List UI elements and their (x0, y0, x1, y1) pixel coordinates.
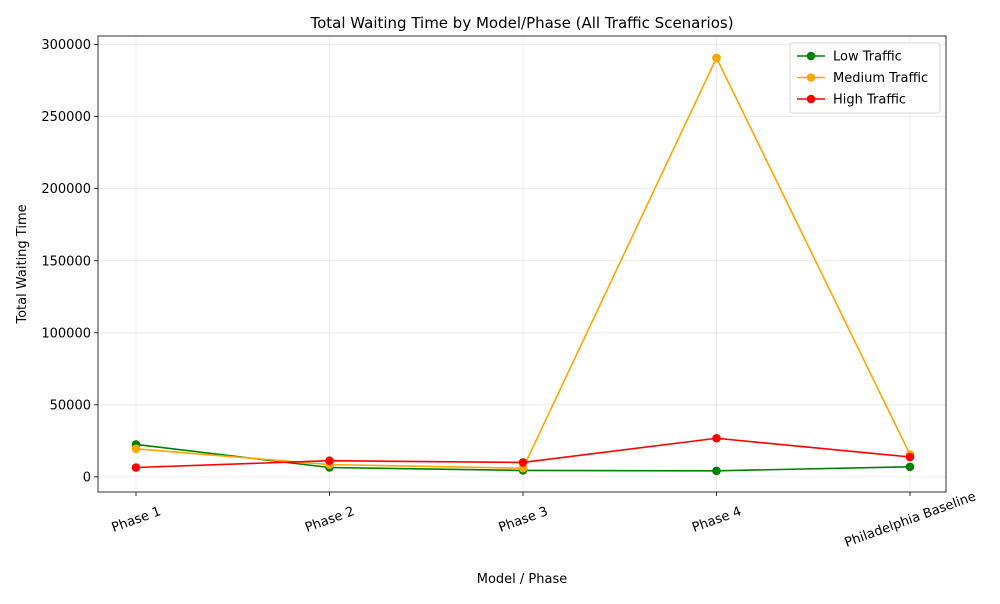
y-tick-label: 300000 (41, 38, 91, 53)
x-tick-label: Phase 2 (303, 504, 356, 536)
grid (98, 36, 946, 492)
legend-marker (806, 73, 816, 82)
y-tick-label: 200000 (41, 182, 91, 197)
data-point (131, 463, 141, 472)
ticks: Phase 1 Phase 2 Phase 3 Phase 4 Philadelphia… (41, 38, 978, 551)
legend-label: Medium Traffic (833, 71, 928, 86)
chart-title: Total Waiting Time by Model/Phase (All T… (309, 14, 733, 32)
data-point (712, 433, 721, 443)
x-axis-label: Model / Phase (477, 572, 568, 587)
plot-frame (97, 35, 947, 493)
x-tick-label: Phase 1 (110, 504, 163, 536)
legend-label: Low Traffic (833, 50, 902, 65)
data-point (131, 444, 141, 454)
y-tick-label: 100000 (41, 326, 91, 341)
x-tick-label: Phase 3 (497, 504, 550, 536)
data-point (905, 462, 915, 472)
legend-label: High Traffic (833, 93, 906, 108)
data-point (325, 456, 334, 466)
y-tick-label: 50000 (50, 398, 91, 413)
y-axis-label: Total Waiting Time (15, 204, 30, 324)
x-tick-label: Phase 4 (690, 504, 743, 536)
data-point (905, 452, 915, 462)
legend-box (789, 42, 941, 114)
y-tick-label: 250000 (41, 110, 91, 125)
legend-marker (806, 51, 816, 61)
data-point (712, 466, 721, 476)
legend: Low Traffic Medium Traffic High Traffic (789, 42, 941, 114)
data-point (518, 458, 528, 467)
legend-marker (806, 94, 816, 104)
series-layer (131, 53, 915, 476)
y-tick-label: 150000 (41, 254, 91, 269)
y-tick-label: 0 (83, 470, 91, 485)
x-tick-label: Philadelphia Baseline (843, 489, 978, 550)
data-point (712, 53, 721, 63)
